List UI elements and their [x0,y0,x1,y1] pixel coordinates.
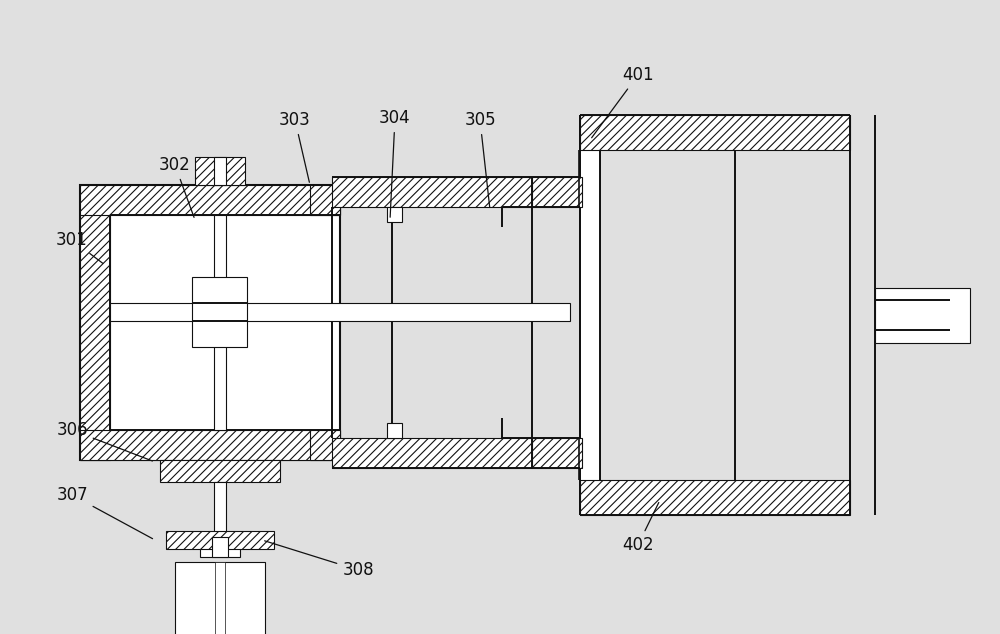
Bar [332,177,532,207]
Bar [195,157,245,185]
Text: 304: 304 [379,109,411,217]
Bar [532,438,582,468]
Bar [580,115,600,515]
Text: 302: 302 [159,156,194,217]
Bar [875,288,970,343]
Bar [387,423,402,438]
Bar [110,303,570,321]
Bar [192,277,247,347]
Text: 401: 401 [592,66,654,138]
Bar [310,185,340,215]
Bar [332,438,532,468]
Bar [532,177,582,207]
Bar [200,537,240,557]
Text: 308: 308 [265,541,374,579]
Text: 402: 402 [622,503,659,554]
Bar [80,185,340,215]
Bar [310,430,340,460]
Bar [175,562,265,634]
Bar [166,531,274,549]
Text: 301: 301 [56,231,103,263]
Bar [214,215,226,430]
Bar [215,562,225,634]
Bar [80,185,110,460]
Bar [160,460,280,482]
Bar [214,157,226,185]
Bar [212,537,228,557]
Bar [387,207,402,222]
Bar [580,480,850,515]
Bar [580,115,850,150]
Text: 305: 305 [464,111,496,207]
Bar [80,430,340,460]
Bar [214,482,226,537]
Text: 303: 303 [279,111,311,183]
Text: 306: 306 [56,421,152,461]
Text: 307: 307 [56,486,153,539]
Bar [80,185,340,460]
